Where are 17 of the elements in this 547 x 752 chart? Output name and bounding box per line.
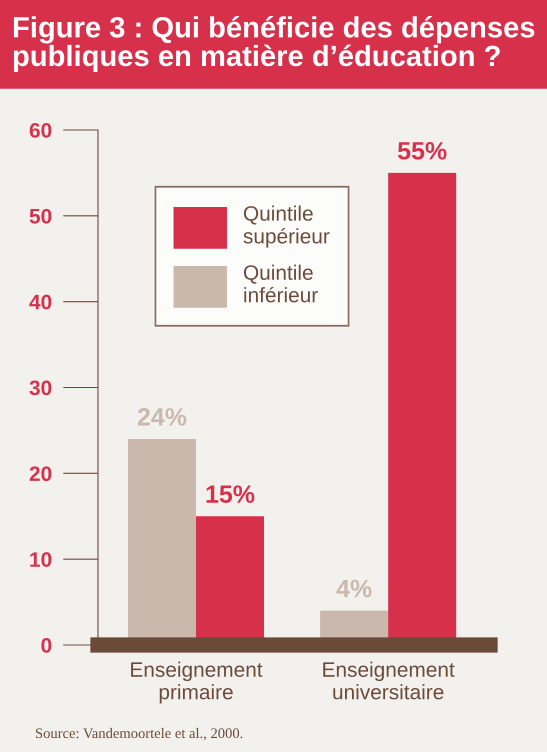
x-tick-label: Enseignement primaire: [131, 662, 262, 704]
x-tick-label: Enseignement universitaire: [323, 662, 455, 700]
data-label: 55%: [398, 142, 447, 160]
y-tick-label: 50: [30, 208, 52, 224]
source-note: Source: Vandemoortele et al., 2000.: [36, 728, 242, 740]
legend-label: Quintile inférieur: [244, 264, 318, 302]
y-tick-label: 60: [30, 123, 52, 138]
y-tick-label: 20: [30, 466, 52, 482]
y-tick-label: 40: [29, 294, 52, 310]
y-tick-label: 30: [29, 380, 52, 396]
chart-title: Figure 3 : Qui bénéficie des dépenses publiques en matière d’éducation ?: [14, 16, 534, 72]
legend-label: Quintile supérieur: [244, 206, 330, 248]
data-label: 4%: [336, 580, 372, 598]
data-label: 24%: [138, 408, 186, 426]
data-label: 15%: [206, 485, 254, 503]
y-tick-label: 0: [41, 638, 52, 653]
y-tick-label: 10: [30, 552, 52, 567]
